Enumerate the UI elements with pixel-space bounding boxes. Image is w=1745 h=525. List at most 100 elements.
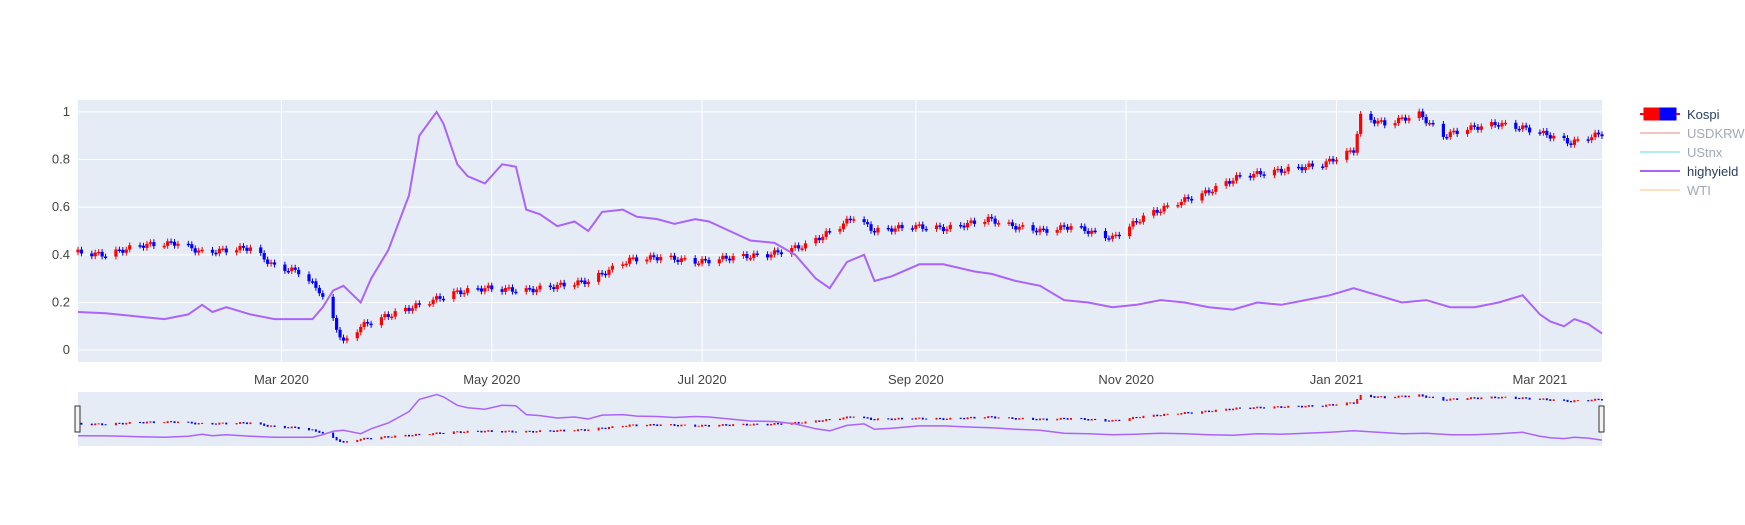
y-tick-label: 0 bbox=[63, 342, 70, 357]
kospi-candle-body bbox=[200, 249, 204, 252]
kospi-candle-body bbox=[772, 250, 777, 255]
kospi-candle-body bbox=[1069, 226, 1073, 230]
kospi-candle-body bbox=[721, 255, 725, 260]
kospi-candle-body bbox=[683, 258, 687, 260]
kospi-candle-body bbox=[366, 322, 370, 324]
kospi-candle-body bbox=[1231, 180, 1235, 184]
kospi-candle-body bbox=[1441, 123, 1445, 137]
kospi-candle-body bbox=[193, 248, 197, 253]
kospi-candle-body bbox=[752, 253, 756, 258]
kospi-candle-body bbox=[403, 307, 408, 312]
legend-item-usdkrw[interactable]: USDKRW bbox=[1640, 126, 1745, 141]
kospi-candle-body bbox=[600, 272, 604, 275]
kospi-candle-body bbox=[114, 249, 118, 257]
kospi-candle-body bbox=[1059, 225, 1063, 230]
kospi-candle-body bbox=[1159, 211, 1163, 214]
kospi-candle-body bbox=[717, 259, 721, 264]
kospi-candle-body bbox=[1041, 228, 1046, 231]
kospi-candle-body bbox=[610, 265, 615, 270]
kospi-candle-body bbox=[552, 287, 556, 290]
highyield-line bbox=[77, 110, 1603, 335]
kospi-candle-body bbox=[1352, 150, 1356, 153]
kospi-candle-body bbox=[1038, 228, 1042, 233]
kospi-candle-body bbox=[917, 224, 921, 226]
kospi-candle-body bbox=[1548, 135, 1552, 139]
kospi-candle-body bbox=[528, 288, 532, 290]
kospi-candle-body bbox=[1455, 130, 1459, 134]
kospi-candle-body bbox=[1465, 129, 1470, 134]
legend-swatch-kospi-up bbox=[1643, 107, 1661, 121]
kospi-candle-body bbox=[224, 248, 228, 253]
kospi-candle-body bbox=[1065, 226, 1070, 230]
kospi-candle-body bbox=[624, 263, 628, 266]
kospi-candle-body bbox=[741, 254, 746, 257]
kospi-candle-body bbox=[100, 251, 104, 257]
kospi-candle-body bbox=[962, 225, 966, 228]
axis-ticks: 0 0.2 0.4 0.6 0.8 1 Mar 2020 May 2020 Jul 2020 Se… bbox=[52, 104, 1567, 387]
kospi-candle-body bbox=[321, 293, 325, 297]
kospi-candle-body bbox=[655, 257, 659, 261]
kospi-candle-body bbox=[290, 267, 294, 272]
kospi-candle-body bbox=[272, 262, 277, 265]
kospi-candle-body bbox=[817, 237, 821, 241]
kospi-candle-body bbox=[700, 258, 704, 264]
kospi-candle-body bbox=[307, 274, 311, 282]
kospi-candle-body bbox=[407, 307, 411, 311]
legend-item-ustnx[interactable]: UStnx bbox=[1640, 145, 1723, 160]
kospi-candle-body bbox=[1183, 197, 1187, 202]
kospi-candle-body bbox=[669, 255, 673, 258]
kospi-candle-body bbox=[1090, 230, 1094, 234]
kospi-candle-body bbox=[1234, 175, 1239, 181]
legend-item-kospi[interactable]: Kospi bbox=[1640, 107, 1720, 122]
kospi-candle-body bbox=[1010, 222, 1014, 227]
kospi-candle-body bbox=[390, 316, 394, 319]
kospi-candle-body bbox=[1190, 198, 1194, 201]
legend[interactable]: Kospi USDKRW UStnx highyield WTI bbox=[1640, 107, 1745, 198]
kospi-candle-body bbox=[1403, 117, 1408, 121]
kospi-candle-body bbox=[345, 338, 349, 341]
kospi-candle-body bbox=[941, 226, 946, 232]
kospi-candle-body bbox=[603, 273, 608, 276]
kospi-candle-body bbox=[841, 223, 846, 230]
kospi-candle-body bbox=[1328, 158, 1332, 162]
kospi-candle-body bbox=[693, 258, 697, 264]
range-handle-right[interactable] bbox=[1598, 405, 1605, 433]
kospi-candle-body bbox=[1034, 230, 1039, 233]
kospi-candle-body bbox=[972, 220, 977, 224]
kospi-candle-body bbox=[379, 317, 384, 326]
kospi-candle-body bbox=[728, 258, 732, 261]
kospi-candle-body bbox=[262, 253, 266, 260]
kospi-candle-body bbox=[128, 245, 132, 250]
kospi-candle-body bbox=[945, 229, 949, 232]
kospi-candle-body bbox=[152, 242, 156, 247]
kospi-candle-body bbox=[1565, 138, 1570, 144]
kospi-candle-body bbox=[479, 288, 484, 292]
kospi-candle-body bbox=[1031, 225, 1035, 231]
kospi-candle-body bbox=[676, 259, 680, 262]
kospi-candle-body bbox=[1272, 169, 1277, 176]
legend-item-wti[interactable]: WTI bbox=[1640, 183, 1711, 198]
kospi-candle-body bbox=[455, 290, 459, 292]
kospi-candle-body bbox=[383, 314, 387, 318]
kospi-candle-body bbox=[248, 247, 252, 251]
kospi-candle-body bbox=[1021, 225, 1025, 227]
kospi-candle-body bbox=[1286, 166, 1290, 172]
kospi-candle-body bbox=[1445, 136, 1449, 139]
kospi-candle-body bbox=[314, 281, 318, 288]
kospi-candle-body bbox=[266, 259, 270, 264]
kospi-candle-body bbox=[652, 255, 656, 258]
kospi-candle-body bbox=[755, 253, 759, 255]
kospi-candle-body bbox=[1062, 225, 1066, 227]
kospi-candle-body bbox=[900, 225, 904, 229]
kospi-candle-body bbox=[1259, 171, 1263, 175]
kospi-candle-body bbox=[121, 249, 125, 253]
range-handle-left[interactable] bbox=[74, 405, 81, 433]
kospi-candle-body bbox=[386, 314, 390, 318]
kospi-candle-body bbox=[176, 243, 180, 246]
legend-label-ustnx: UStnx bbox=[1687, 145, 1723, 160]
kospi-candle-body bbox=[1007, 222, 1011, 224]
x-tick-label: Jul 2020 bbox=[678, 372, 727, 387]
kospi-candle-body bbox=[162, 245, 166, 248]
legend-item-highyield[interactable]: highyield bbox=[1640, 164, 1738, 179]
range-slider[interactable] bbox=[77, 393, 1603, 443]
